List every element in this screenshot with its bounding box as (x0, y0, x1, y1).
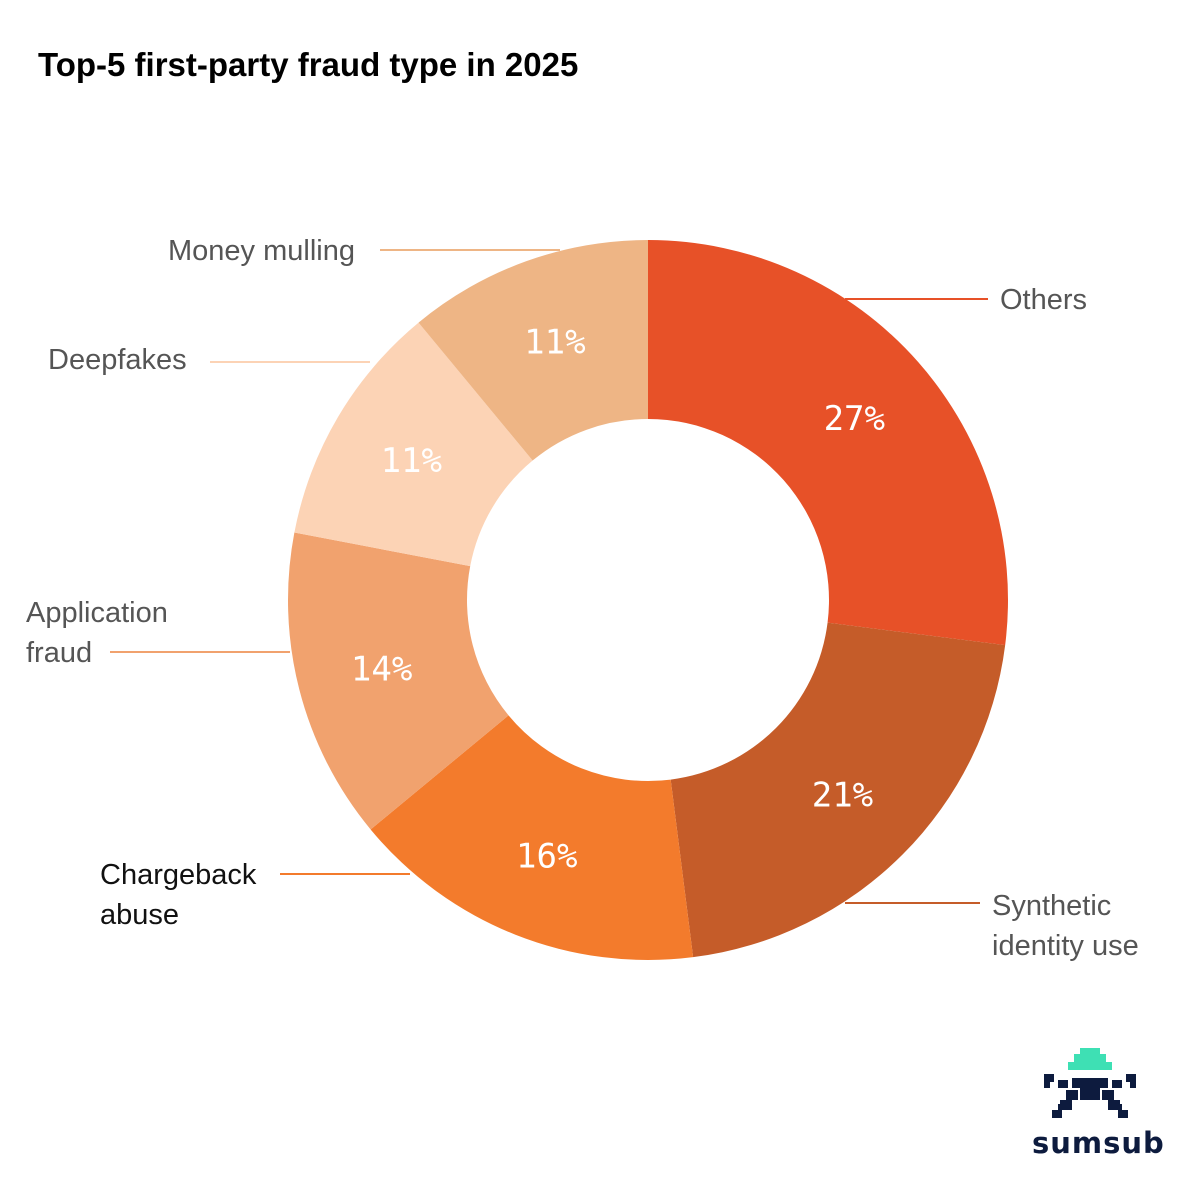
category-label: Others (1000, 284, 1087, 316)
value-label: 27% (824, 399, 885, 439)
category-label: Chargeback abuse (100, 859, 257, 931)
logo-dome-top (1080, 1048, 1100, 1054)
value-label: 21% (812, 775, 873, 815)
sumsub-invader-icon (1044, 1048, 1136, 1118)
value-label: 16% (516, 837, 577, 877)
category-label: Synthetic identity use (992, 890, 1139, 962)
category-label: Money mulling (168, 235, 355, 267)
slice-deepfakes (294, 322, 533, 567)
logo-dome-base (1068, 1062, 1112, 1070)
chart-title: Top-5 first-party fraud type in 2025 (38, 46, 579, 83)
slice-money-mulling (418, 240, 648, 461)
slice-synthetic-identity-use (670, 622, 1006, 958)
brand-name: sumsub (1032, 1126, 1165, 1160)
logo-dome-mid (1074, 1054, 1106, 1062)
slice-application-fraud (288, 532, 509, 830)
slice-others (648, 240, 1008, 646)
category-label: Deepfakes (48, 344, 187, 376)
slice-chargeback-abuse (370, 715, 694, 960)
value-label: 11% (524, 322, 585, 362)
value-label: 11% (381, 441, 442, 481)
value-label: 14% (351, 649, 412, 689)
category-label: Application fraud (26, 597, 168, 669)
